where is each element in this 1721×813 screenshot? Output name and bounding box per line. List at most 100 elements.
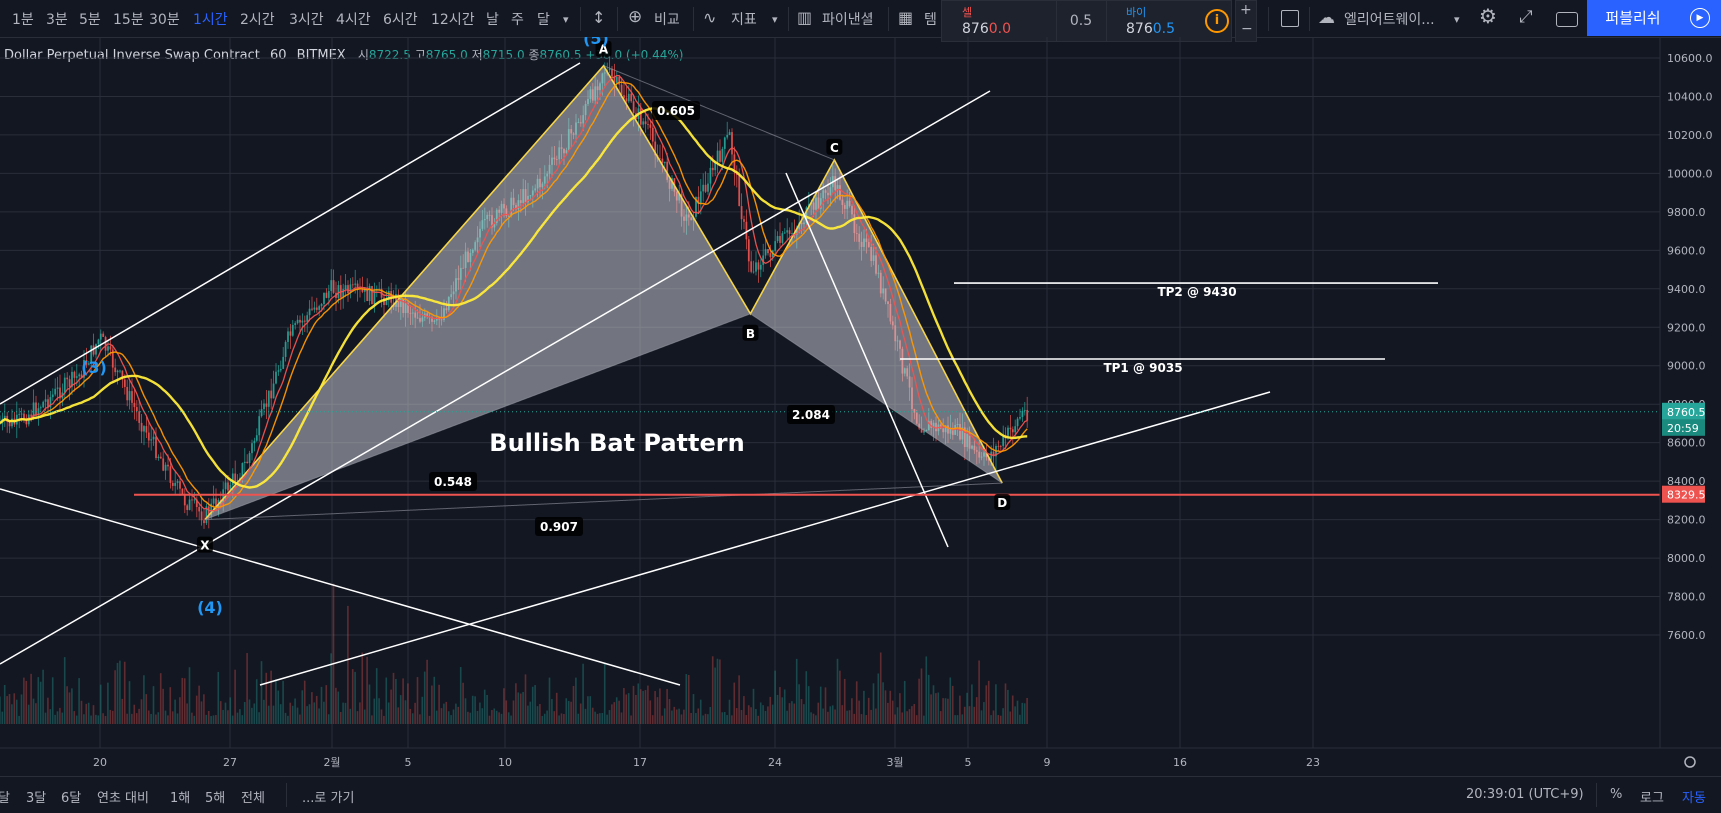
timeframe-9[interactable]: 6시간 [383,12,418,28]
volume-bar [651,715,654,724]
bat-pattern [204,64,1003,521]
range-4[interactable]: 1해 [170,791,191,806]
timeframe-7[interactable]: 3시간 [289,12,324,28]
volume-bar [243,702,246,724]
saved-layout-button[interactable]: 엘리어트웨이... [1344,12,1435,28]
timeframe-3[interactable]: 15분 [113,12,144,28]
timeframe-2[interactable]: 5분 [79,12,101,28]
auto-toggle[interactable]: 자동 [1682,791,1706,806]
chevron-down-icon[interactable]: ▾ [563,13,569,26]
buy-button[interactable]: 바이 8760.5 [1106,1,1231,41]
compare-plus-icon[interactable]: ⊕ [628,7,643,27]
indicators-button[interactable]: 지표 [731,12,757,28]
timeframe-6[interactable]: 2시간 [240,12,275,28]
volume-bar [764,710,767,724]
candle-body [327,291,330,298]
financials-button[interactable]: 파이낸셜 [822,12,874,28]
volume-bar [685,674,688,724]
candle-body [733,154,736,173]
compare-button[interactable]: 비교 [654,12,680,28]
fullscreen-icon[interactable]: ⤢ [1519,7,1533,27]
templates-button[interactable]: 템 [924,12,937,28]
ratio-label: 0.605 [657,104,695,118]
camera-icon[interactable] [1556,12,1578,27]
volume-bar [877,673,880,724]
candlestick-icon[interactable]: ↕ [592,8,606,27]
financials-icon[interactable]: ▥ [797,8,813,27]
timeframe-13[interactable]: 달 [537,12,550,28]
goto-date-button[interactable]: ...로 가기 [302,791,355,806]
volume-bar [745,715,748,724]
range-2[interactable]: 6달 [61,791,82,806]
log-toggle[interactable]: 로그 [1640,791,1664,806]
candle-body [248,453,251,463]
minus-icon[interactable]: − [1241,21,1253,37]
percent-toggle[interactable]: % [1610,787,1623,802]
candle-body [618,76,621,85]
range-1[interactable]: 3달 [26,791,47,806]
publish-button[interactable]: 퍼블리쉬 [1587,0,1679,36]
volume-bar [591,707,594,724]
candle-body [323,292,325,304]
candle-body [198,507,201,512]
plus-icon[interactable]: + [1240,2,1252,18]
cloud-icon[interactable]: ☁ [1318,8,1335,28]
candle-body [625,98,628,102]
volume-bar [558,715,560,724]
gear-icon[interactable]: ⚙ [1479,4,1497,28]
time-tick-label: 23 [1306,756,1320,769]
candle-body [351,284,354,286]
volume-bar [690,712,692,724]
chevron-down-icon[interactable]: ▾ [1454,13,1460,26]
volume-bar [186,703,188,724]
candle-body [85,359,88,365]
volume-bar [771,704,774,724]
timeframe-11[interactable]: 날 [486,12,499,28]
symbol-name[interactable]: Dollar Perpetual Inverse Swap Contract [4,48,260,63]
volume-bar [155,714,157,724]
price-chart[interactable]: TP2 @ 9430 TP1 @ 9035 X A B C D 0.548 0.605 2.08… [0,37,1721,776]
chevron-down-icon[interactable]: ▾ [772,13,778,26]
candle-body [723,137,726,149]
volume-bar [956,715,959,724]
volume-bar [973,706,976,724]
candle-body [251,443,253,454]
volume-bar [944,698,947,724]
rectangle-icon[interactable] [1281,10,1299,27]
indicators-icon[interactable]: ∿ [703,8,717,27]
volume-bar [1026,697,1028,724]
timeframe-5[interactable]: 1시간 [193,12,228,28]
buy-label: 바이 [1126,6,1147,19]
volume-bar [875,708,877,724]
range-3[interactable]: 연초 대비 [97,791,149,806]
chart-settings-gear-icon[interactable] [1684,756,1696,768]
candle-body [39,407,42,409]
volume-bar [750,707,752,724]
volume-bar [399,695,402,724]
candle-body [253,440,256,444]
timeframe-0[interactable]: 1분 [12,12,34,28]
candle-body [119,370,121,372]
timeframe-12[interactable]: 주 [511,12,524,28]
volume-bar [11,704,13,724]
timeframe-8[interactable]: 4시간 [336,12,371,28]
volume-bar [411,713,414,724]
info-icon[interactable]: i [1205,9,1229,33]
candle-body [347,285,349,294]
templates-icon[interactable]: ▦ [898,8,914,27]
timeframe-1[interactable]: 3분 [46,12,68,28]
timeframe-4[interactable]: 30분 [149,12,180,28]
volume-bar [649,700,652,724]
sell-button[interactable]: 셀 8760.0 [942,1,1057,41]
range-6[interactable]: 전체 [241,791,265,806]
candle-body [32,402,35,417]
range-0[interactable]: 달 [0,791,10,806]
volume-bar [246,653,248,724]
clock-time[interactable]: 20:39:01 (UTC+9) [1466,787,1584,802]
timeframe-10[interactable]: 12시간 [431,12,475,28]
range-5[interactable]: 5해 [205,791,226,806]
play-button[interactable]: ▶ [1679,0,1721,36]
volume-bar [721,712,724,724]
volume-bar [236,712,239,724]
buy-price: 8760.5 [1126,21,1175,37]
